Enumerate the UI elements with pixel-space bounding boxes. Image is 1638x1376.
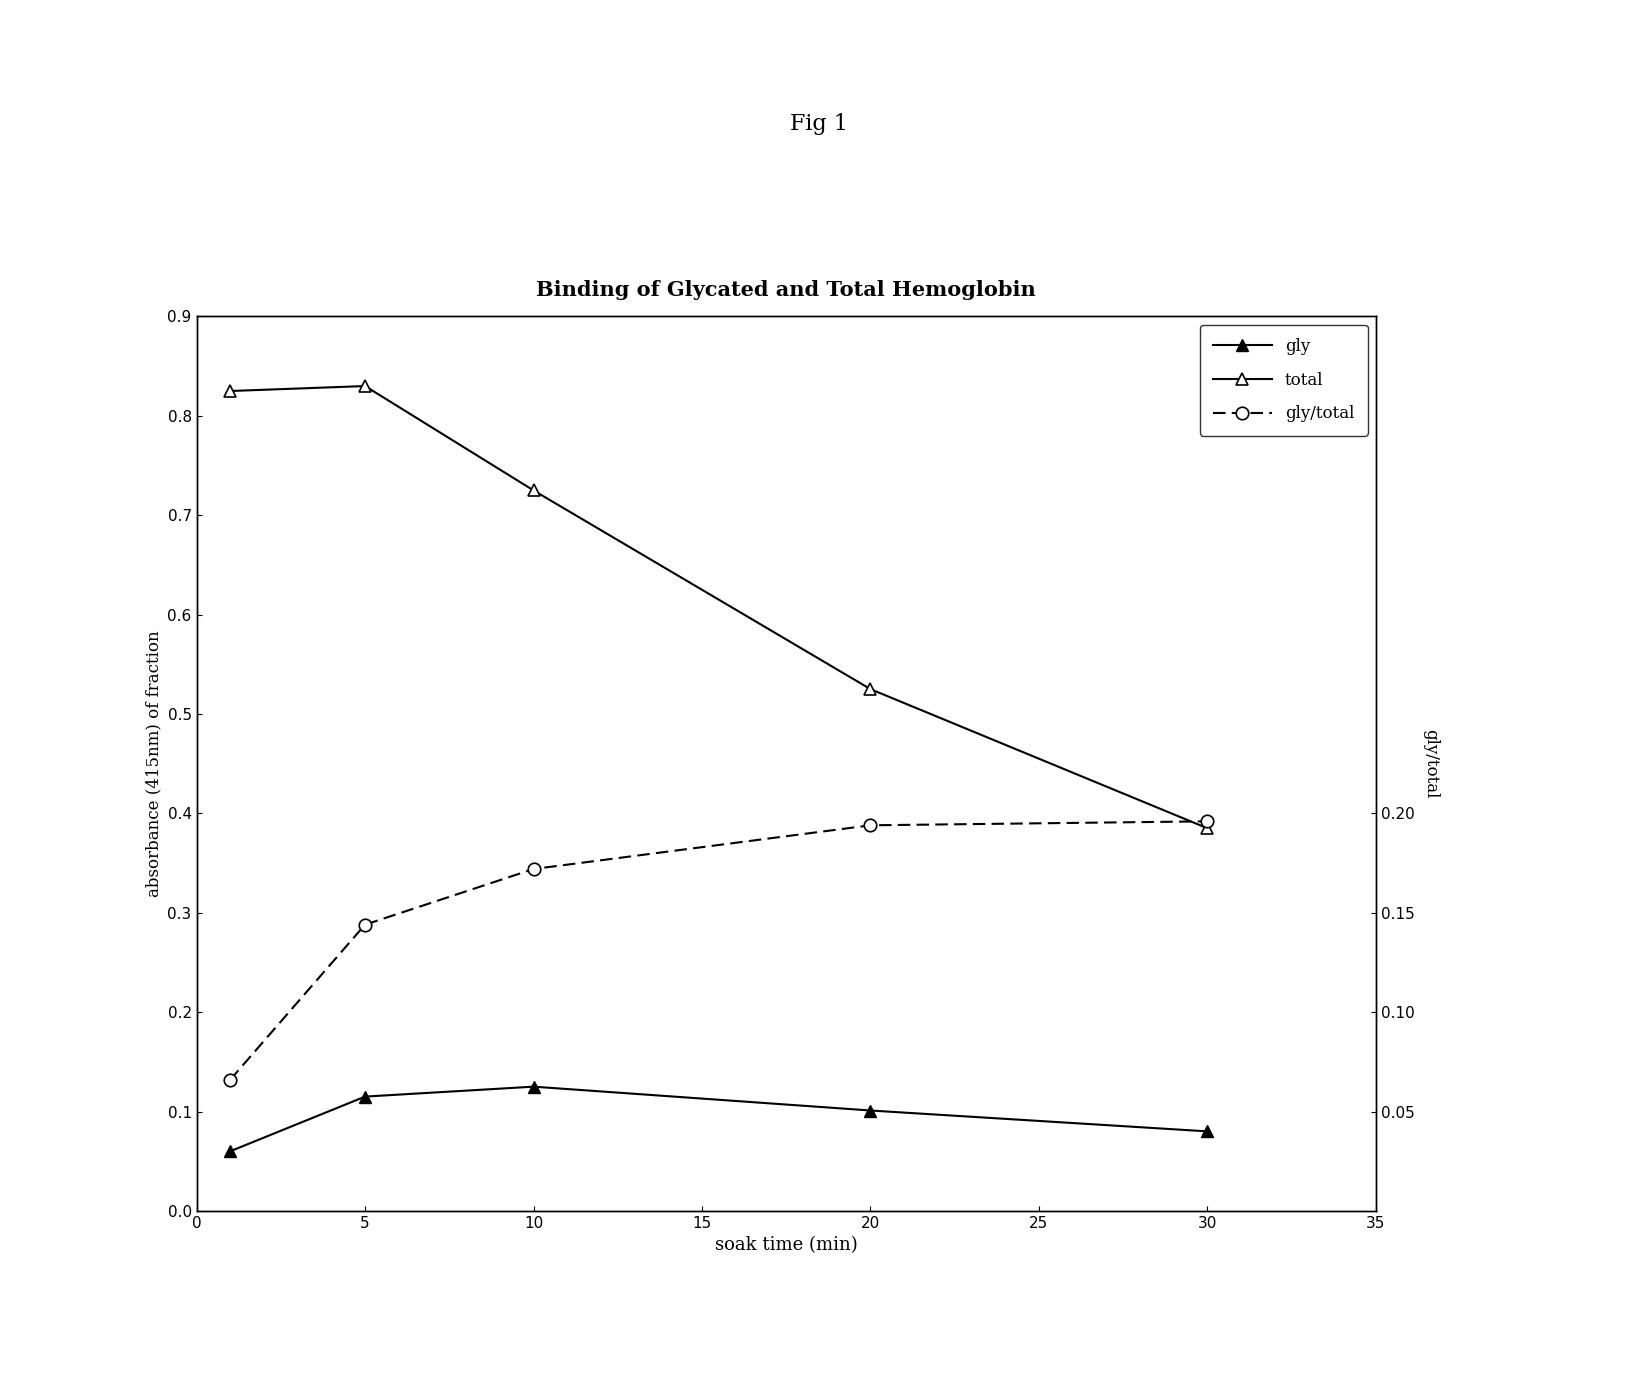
gly bbox=[860, 1102, 880, 1119]
Y-axis label: gly/total: gly/total bbox=[1422, 729, 1440, 798]
Line: gly: gly bbox=[224, 1082, 1214, 1157]
gly/total bbox=[355, 916, 375, 933]
gly/total bbox=[524, 861, 544, 878]
gly/total bbox=[221, 1072, 241, 1088]
total bbox=[524, 482, 544, 498]
Line: gly/total: gly/total bbox=[224, 815, 1214, 1086]
gly bbox=[221, 1143, 241, 1160]
gly/total bbox=[860, 817, 880, 834]
X-axis label: soak time (min): soak time (min) bbox=[714, 1236, 858, 1255]
total bbox=[221, 383, 241, 399]
Line: total: total bbox=[224, 380, 1214, 834]
gly bbox=[1197, 1123, 1217, 1139]
gly bbox=[524, 1079, 544, 1095]
total bbox=[860, 681, 880, 698]
total bbox=[1197, 820, 1217, 837]
Title: Binding of Glycated and Total Hemoglobin: Binding of Glycated and Total Hemoglobin bbox=[536, 279, 1037, 300]
Legend: gly, total, gly/total: gly, total, gly/total bbox=[1201, 325, 1368, 436]
gly/total bbox=[1197, 813, 1217, 830]
Y-axis label: absorbance (415nm) of fraction: absorbance (415nm) of fraction bbox=[144, 630, 162, 897]
gly bbox=[355, 1088, 375, 1105]
total bbox=[355, 378, 375, 395]
Text: Fig 1: Fig 1 bbox=[790, 113, 848, 135]
